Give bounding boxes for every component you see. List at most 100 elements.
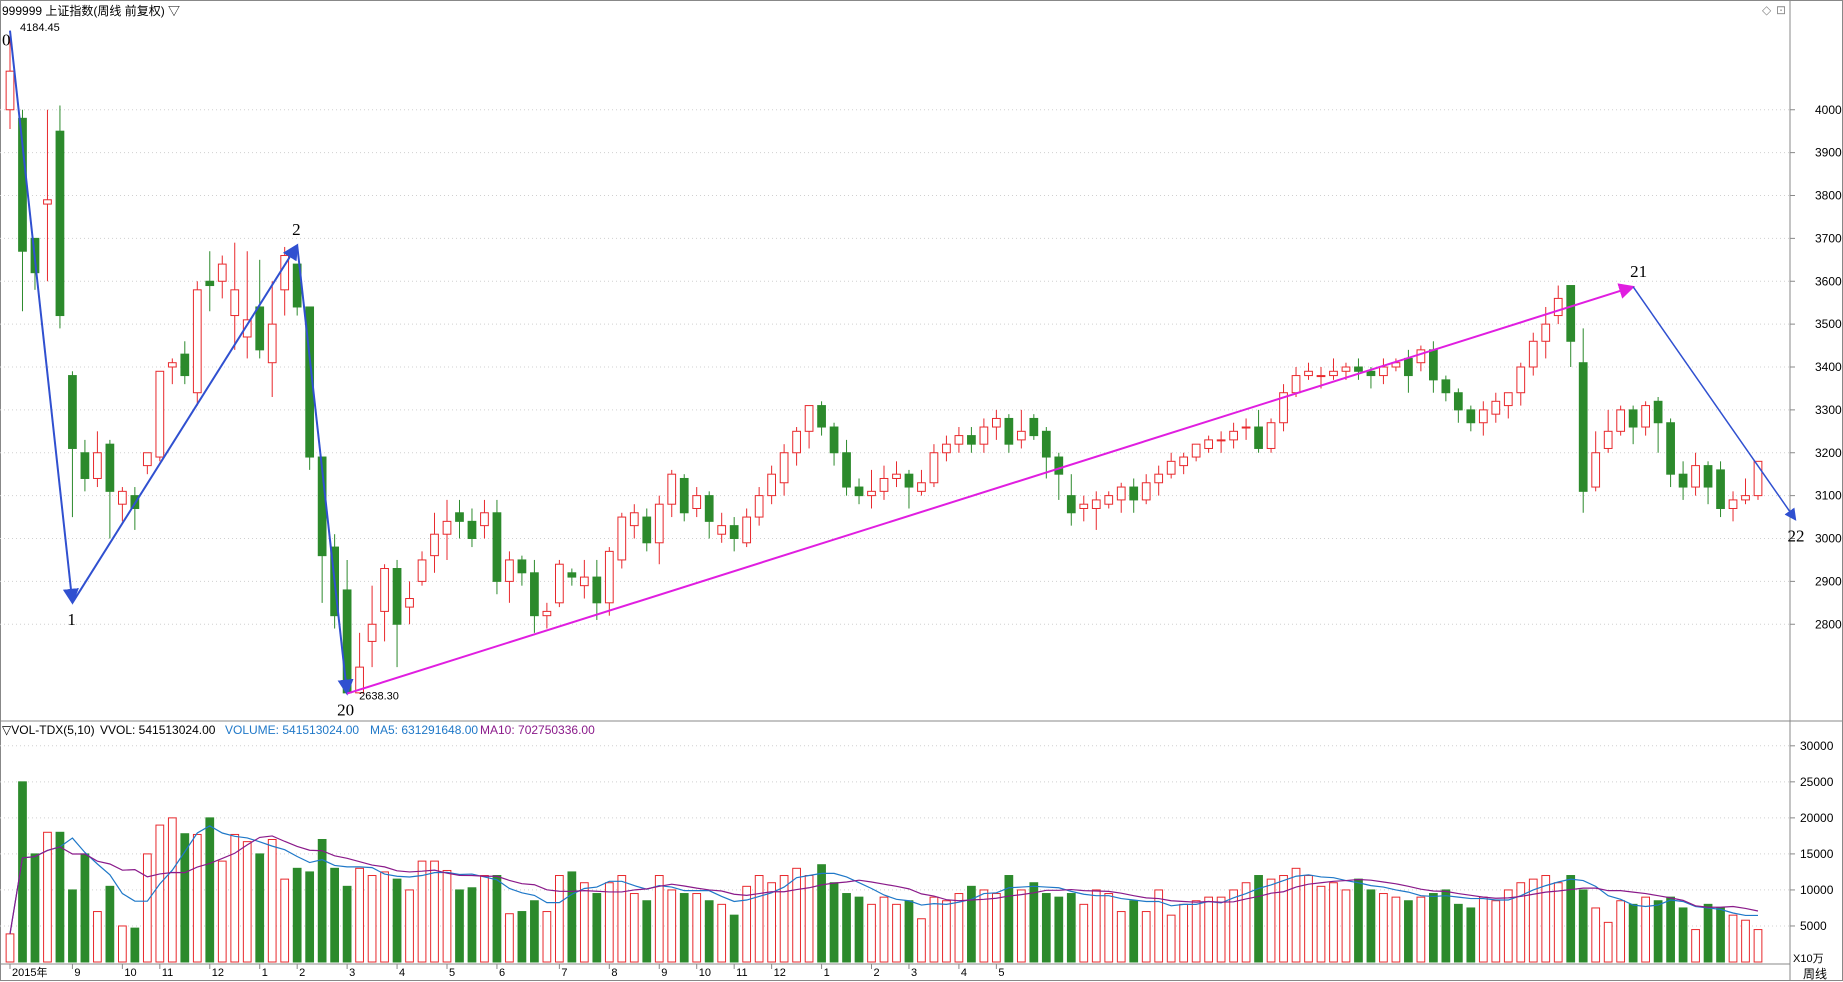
volume-bar	[480, 875, 489, 963]
volume-bar	[1254, 875, 1263, 963]
volume-bar	[942, 900, 951, 963]
volume-bar	[567, 871, 577, 963]
volume-bar	[1691, 929, 1700, 963]
candle-body	[43, 199, 52, 205]
wave-arrow	[1632, 286, 1797, 521]
volume-bar	[80, 853, 90, 963]
volume-bar	[1291, 867, 1301, 963]
volume-indicator-name[interactable]: ▽VOL-TDX(5,10)	[2, 723, 95, 737]
candle-body	[829, 426, 839, 454]
candle-body	[367, 623, 377, 642]
candle-body	[792, 430, 801, 454]
ma10-line	[9, 835, 1759, 934]
restore-window-icon[interactable]: ⊡	[1776, 3, 1787, 17]
volume-bar	[1066, 893, 1076, 963]
volume-bar	[842, 893, 851, 963]
volume-bar	[1229, 889, 1238, 963]
volume-bar	[1379, 893, 1388, 963]
volume-bar	[1429, 893, 1438, 963]
candle-body	[1254, 426, 1263, 449]
volume-bar	[1004, 875, 1014, 963]
volume-bar	[792, 867, 801, 963]
volume-bar	[1304, 875, 1313, 963]
candle-body	[1753, 460, 1763, 497]
candle-body	[929, 452, 939, 484]
candle-body	[1491, 400, 1501, 415]
candle-body	[604, 550, 614, 604]
candle-body	[779, 452, 789, 484]
volume-bar	[305, 871, 315, 963]
price-tick-label: 3500	[1815, 317, 1842, 331]
volume-bar	[530, 900, 539, 963]
volume-bar	[5, 933, 15, 963]
time-tick-label: 9	[661, 967, 667, 979]
candle-body	[1653, 400, 1663, 424]
candle-body	[1616, 409, 1626, 432]
volume-bar	[93, 911, 102, 963]
float-window-icon[interactable]: ◇	[1762, 3, 1772, 17]
time-tick-label: 2	[874, 967, 880, 979]
candle-body	[305, 306, 315, 458]
volume-bar	[330, 867, 339, 963]
volume-bar	[1728, 914, 1738, 963]
candle-body	[530, 572, 539, 617]
high-price-label: 4184.45	[20, 22, 60, 34]
volume-bar	[180, 833, 190, 963]
volume-bar	[892, 903, 901, 963]
volume-bar	[629, 893, 639, 963]
candle-body	[180, 353, 190, 377]
candle-body	[954, 435, 964, 445]
ma5-value: MA5: 631291648.00	[370, 723, 479, 737]
wave-label: 1	[67, 610, 76, 629]
wave-arrow	[71, 243, 299, 604]
volume-bar	[1703, 903, 1713, 963]
security-title[interactable]: 999999 上证指数(周线 前复权) ▽	[2, 4, 181, 18]
candle-body	[1478, 409, 1488, 424]
candle-body	[1304, 370, 1313, 377]
volume-bar	[43, 831, 52, 963]
candle-body	[355, 666, 364, 694]
candle-body	[1329, 370, 1338, 377]
time-tick-label: 1	[262, 967, 268, 979]
candle-body	[742, 516, 752, 544]
candle-body	[767, 473, 776, 497]
volume-bar	[1129, 900, 1139, 963]
candle-body	[1004, 417, 1014, 445]
candle-body	[1466, 409, 1476, 424]
volume-bar	[1503, 889, 1513, 963]
candle-body	[1716, 469, 1725, 509]
volume-bar	[967, 885, 976, 963]
wave-label: 2	[292, 220, 301, 239]
volume-bar	[417, 860, 427, 963]
period-label[interactable]: 周线	[1803, 967, 1828, 981]
candle-body	[1041, 430, 1051, 458]
volume-bar	[1079, 903, 1089, 963]
price-tick-label: 3700	[1815, 231, 1842, 245]
candle-body	[392, 568, 402, 625]
candle-body	[1429, 349, 1438, 381]
time-tick-label: 5	[449, 967, 455, 979]
candle-body	[892, 473, 901, 479]
candle-body	[1066, 495, 1076, 514]
candle-body	[592, 576, 602, 604]
volume-bar	[118, 925, 127, 963]
ma10-value: MA10: 702750336.00	[480, 723, 595, 737]
volume-bar	[505, 913, 514, 963]
price-tick-label: 2800	[1815, 617, 1842, 631]
candle-body	[1703, 465, 1713, 488]
volume-bar	[1641, 896, 1650, 963]
volume-tick-label: 10000	[1800, 883, 1834, 897]
price-tick-label: 3400	[1815, 360, 1842, 374]
candle-body	[1379, 366, 1388, 377]
volume-bar	[1154, 889, 1164, 963]
ma5-line	[9, 825, 1758, 934]
volume-bar	[1478, 896, 1488, 963]
volume-bar	[867, 903, 876, 963]
price-tick-label: 4000	[1815, 103, 1842, 117]
volume-bar	[1741, 919, 1750, 963]
volume-bar	[1466, 907, 1476, 963]
wave-label: 0	[2, 31, 11, 50]
candle-body	[1229, 430, 1238, 441]
volume-bar	[1141, 911, 1151, 963]
